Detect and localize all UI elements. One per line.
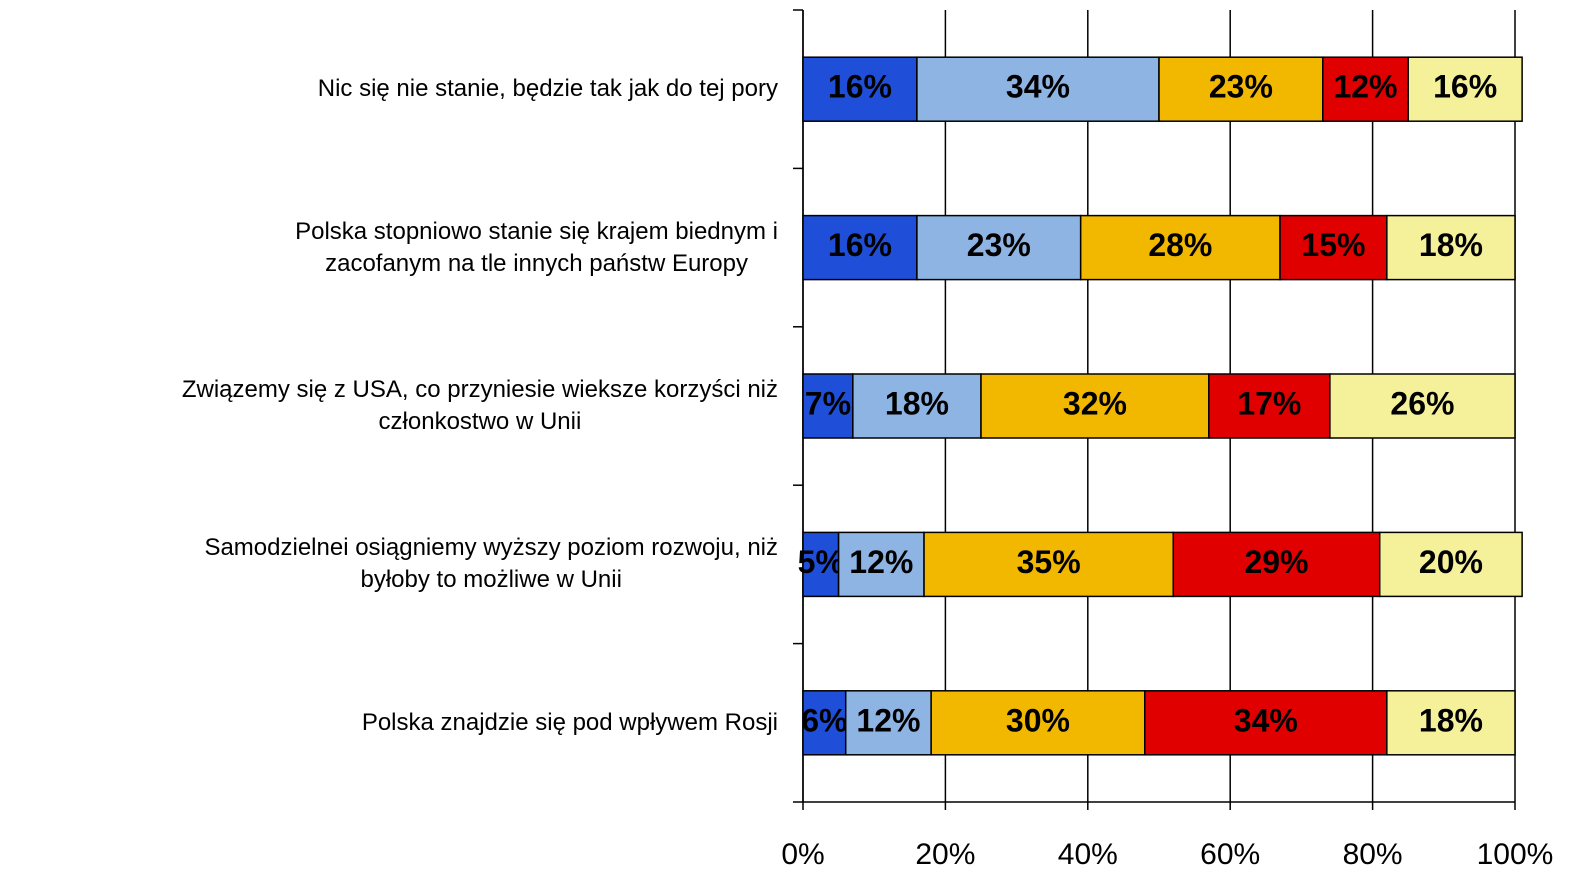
bar-segment xyxy=(1378,531,1523,598)
bar-segment xyxy=(916,214,1082,281)
bar-segment xyxy=(852,373,982,439)
bar-segment xyxy=(1329,373,1516,439)
data-label: 29% xyxy=(1244,544,1308,580)
category-text: Związemy się z USA, co przyniesie wieksz… xyxy=(181,376,778,435)
data-label: 35% xyxy=(1017,544,1081,580)
bar-segment xyxy=(1144,690,1388,756)
category-text: Nic się nie stanie, będzie tak jak do te… xyxy=(317,75,778,103)
data-label: 26% xyxy=(1390,385,1454,421)
x-tick-label: 20% xyxy=(915,838,975,871)
data-label: 30% xyxy=(1006,702,1070,738)
bar-segment xyxy=(923,531,1174,598)
bar-segment xyxy=(1079,214,1281,281)
data-label: 7% xyxy=(805,385,851,421)
data-label: 16% xyxy=(1433,69,1497,105)
bar-segment xyxy=(1386,214,1516,281)
x-tick-label: 80% xyxy=(1343,838,1403,871)
data-label: 23% xyxy=(967,227,1031,263)
bar-segment xyxy=(1279,214,1388,281)
category-text: Polska znajdzie się pod wpływem Rosji xyxy=(361,708,778,736)
bar-segment xyxy=(1386,690,1516,756)
data-label: 20% xyxy=(1419,544,1483,580)
bar-segment xyxy=(930,690,1146,756)
category-text: Samodzielnei osiągniemy wyższy poziom ro… xyxy=(204,534,778,594)
data-label: 6% xyxy=(801,702,847,738)
data-label: 15% xyxy=(1301,227,1365,263)
data-label: 18% xyxy=(1419,702,1483,738)
bar-segment xyxy=(802,56,918,122)
data-label: 32% xyxy=(1063,385,1127,421)
category-label: Samodzielnei osiągniemy wyższy poziom ro… xyxy=(204,524,778,604)
bar-segment xyxy=(1407,56,1523,122)
data-label: 16% xyxy=(828,69,892,105)
category-label: Nic się nie stanie, będzie tak jak do te… xyxy=(318,49,778,129)
data-label: 12% xyxy=(856,702,920,738)
data-label: 16% xyxy=(828,227,892,263)
data-label: 5% xyxy=(798,544,844,580)
data-label: 12% xyxy=(849,544,913,580)
bar-segment xyxy=(802,690,847,756)
data-label: 28% xyxy=(1148,227,1212,263)
category-label: Związemy się z USA, co przyniesie wieksz… xyxy=(182,366,778,446)
data-label: 17% xyxy=(1237,385,1301,421)
bar-segment xyxy=(802,373,854,439)
category-text: Polska stopniowo stanie się krajem biedn… xyxy=(295,217,778,277)
x-tick-label: 0% xyxy=(781,838,824,871)
bar-segment xyxy=(802,214,918,281)
x-tick-label: 40% xyxy=(1058,838,1118,871)
bar-segment xyxy=(1208,373,1331,439)
data-label: 12% xyxy=(1333,69,1397,105)
x-tick-label: 100% xyxy=(1477,838,1554,871)
bar-segment xyxy=(980,373,1210,439)
data-label: 34% xyxy=(1234,702,1298,738)
bar-segment xyxy=(916,56,1160,122)
bar-segment xyxy=(837,531,925,598)
data-label: 34% xyxy=(1006,69,1070,105)
bar-segment xyxy=(1172,531,1381,598)
category-label: Polska znajdzie się pod wpływem Rosji xyxy=(362,683,778,763)
data-label: 18% xyxy=(885,385,949,421)
x-tick-label: 60% xyxy=(1200,838,1260,871)
bar-segment xyxy=(802,531,840,598)
data-label: 18% xyxy=(1419,227,1483,263)
category-label: Polska stopniowo stanie się krajem biedn… xyxy=(295,208,778,288)
data-label: 23% xyxy=(1209,69,1273,105)
bar-segment xyxy=(1322,56,1409,122)
